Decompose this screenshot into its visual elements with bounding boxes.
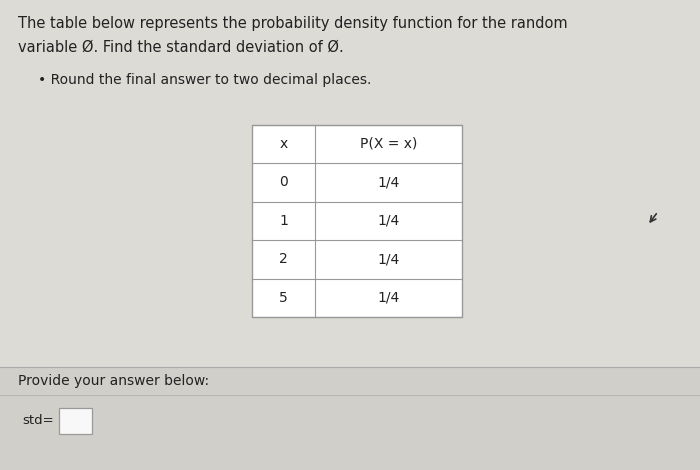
Text: 1/4: 1/4	[377, 252, 400, 266]
Text: The table below represents the probability density function for the random: The table below represents the probabili…	[18, 16, 567, 31]
Bar	[0, 0, 700, 367]
Text: 1/4: 1/4	[377, 214, 400, 228]
Text: 0: 0	[279, 175, 288, 189]
Bar	[59, 408, 92, 434]
Text: variable Ø. Find the standard deviation of Ø.: variable Ø. Find the standard deviation …	[18, 40, 343, 55]
Text: 1: 1	[279, 214, 288, 228]
Text: 1/4: 1/4	[377, 291, 400, 305]
Text: 5: 5	[279, 291, 288, 305]
Text: • Round the final answer to two decimal places.: • Round the final answer to two decimal …	[38, 73, 372, 87]
Text: std=: std=	[22, 414, 54, 427]
Bar	[0, 367, 700, 470]
Bar	[252, 125, 462, 317]
Text: P(X = x): P(X = x)	[360, 137, 417, 151]
Text: x: x	[279, 137, 288, 151]
Text: 1/4: 1/4	[377, 175, 400, 189]
Text: 2: 2	[279, 252, 288, 266]
Text: Provide your answer below:: Provide your answer below:	[18, 374, 209, 388]
